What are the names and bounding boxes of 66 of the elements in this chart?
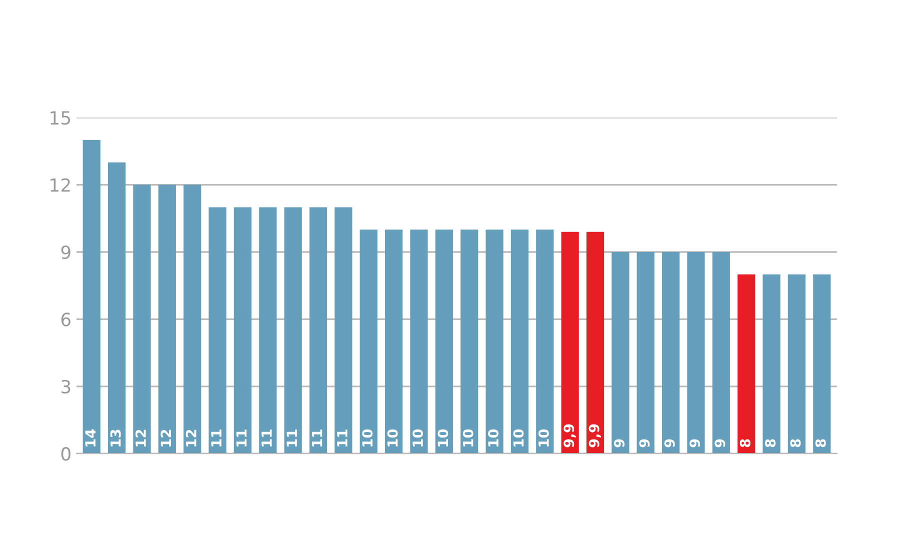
- bar: [662, 252, 680, 454]
- data-label: 12: [160, 430, 171, 446]
- bar: [184, 184, 202, 454]
- data-label: 10: [362, 429, 373, 446]
- bar: [561, 232, 579, 454]
- bar: [687, 252, 705, 454]
- bar: [536, 230, 554, 454]
- data-label: 12: [136, 430, 146, 446]
- y-tick-label: 9: [61, 245, 70, 260]
- bar: [309, 207, 328, 454]
- data-label: 8: [765, 439, 776, 448]
- bar: [460, 230, 478, 454]
- data-label: 8: [790, 439, 801, 448]
- bar: [510, 230, 529, 454]
- bar: [762, 274, 780, 454]
- data-label: 8: [815, 439, 826, 448]
- bar: [612, 252, 630, 454]
- data-label: 10: [438, 429, 448, 446]
- data-label: 11: [211, 430, 222, 446]
- y-tick-label: 6: [61, 312, 70, 326]
- data-label: 9,9: [588, 424, 602, 448]
- data-label: 8: [740, 439, 750, 448]
- bar: [813, 274, 831, 454]
- data-label: 10: [513, 429, 524, 446]
- data-label: 9: [614, 439, 624, 448]
- bar: [486, 230, 504, 454]
- data-label: 11: [286, 430, 297, 446]
- bar: [410, 230, 428, 454]
- data-label: 9,9: [564, 424, 576, 448]
- bar: [586, 232, 604, 454]
- bar: [108, 162, 126, 454]
- data-label: 12: [186, 430, 196, 446]
- data-label: 10: [488, 429, 499, 446]
- data-label: 11: [312, 430, 322, 446]
- bar: [284, 207, 302, 454]
- bar: [360, 230, 378, 454]
- data-label: 9: [664, 439, 675, 448]
- data-label: 9: [639, 439, 650, 448]
- data-label: 13: [110, 430, 121, 446]
- bar: [234, 207, 252, 454]
- data-label: 10: [412, 429, 424, 446]
- bar: [208, 207, 226, 454]
- bar: [133, 184, 151, 454]
- bar: [435, 230, 453, 454]
- bar: [82, 140, 100, 454]
- data-label: 11: [236, 430, 247, 446]
- data-label: 9: [690, 439, 700, 448]
- bar: [738, 274, 756, 454]
- bar: [712, 252, 730, 454]
- bar: [334, 207, 352, 454]
- bar: [636, 252, 654, 454]
- data-label: 10: [462, 429, 474, 446]
- bar: [259, 207, 277, 454]
- y-tick-label: 3: [62, 380, 70, 394]
- y-tick-label: 12: [50, 178, 70, 192]
- bar: [384, 230, 403, 454]
- data-label: 11: [337, 430, 348, 446]
- data-label: 11: [262, 430, 272, 446]
- bar: [158, 184, 176, 454]
- data-label: 10: [538, 429, 549, 446]
- y-tick-label: 15: [50, 111, 70, 125]
- data-label: 14: [85, 429, 96, 446]
- data-label: 10: [387, 429, 398, 446]
- data-label: 9: [714, 439, 726, 448]
- y-tick-label: 0: [61, 447, 70, 461]
- bar: [788, 274, 806, 454]
